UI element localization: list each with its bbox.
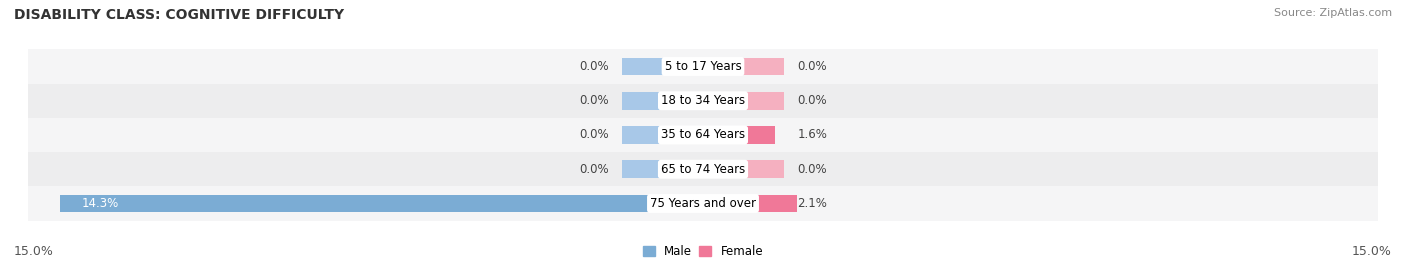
Text: 1.6%: 1.6% [797,129,827,141]
Bar [703,160,785,178]
Bar [621,58,703,75]
Text: 2.1%: 2.1% [797,197,827,210]
Text: 5 to 17 Years: 5 to 17 Years [665,60,741,73]
Bar [703,126,775,144]
Bar [621,92,703,110]
Text: 75 Years and over: 75 Years and over [650,197,756,210]
Bar [703,58,785,75]
Bar [703,194,797,212]
Bar [28,186,1378,221]
Text: 14.3%: 14.3% [82,197,120,210]
Bar [28,49,1378,84]
Text: 0.0%: 0.0% [797,94,827,107]
Text: 18 to 34 Years: 18 to 34 Years [661,94,745,107]
Text: 0.0%: 0.0% [797,163,827,176]
Bar [28,84,1378,118]
Text: 0.0%: 0.0% [579,94,609,107]
Text: 35 to 64 Years: 35 to 64 Years [661,129,745,141]
Bar [59,194,703,212]
Legend: Male, Female: Male, Female [638,241,768,263]
Text: 0.0%: 0.0% [579,163,609,176]
Bar [28,118,1378,152]
Text: DISABILITY CLASS: COGNITIVE DIFFICULTY: DISABILITY CLASS: COGNITIVE DIFFICULTY [14,8,344,22]
Bar [28,152,1378,186]
Text: 15.0%: 15.0% [14,245,53,258]
Text: 15.0%: 15.0% [1353,245,1392,258]
Text: 0.0%: 0.0% [797,60,827,73]
Bar [621,160,703,178]
Bar [703,92,785,110]
Text: 65 to 74 Years: 65 to 74 Years [661,163,745,176]
Text: 0.0%: 0.0% [579,60,609,73]
Text: Source: ZipAtlas.com: Source: ZipAtlas.com [1274,8,1392,18]
Bar [621,126,703,144]
Text: 0.0%: 0.0% [579,129,609,141]
